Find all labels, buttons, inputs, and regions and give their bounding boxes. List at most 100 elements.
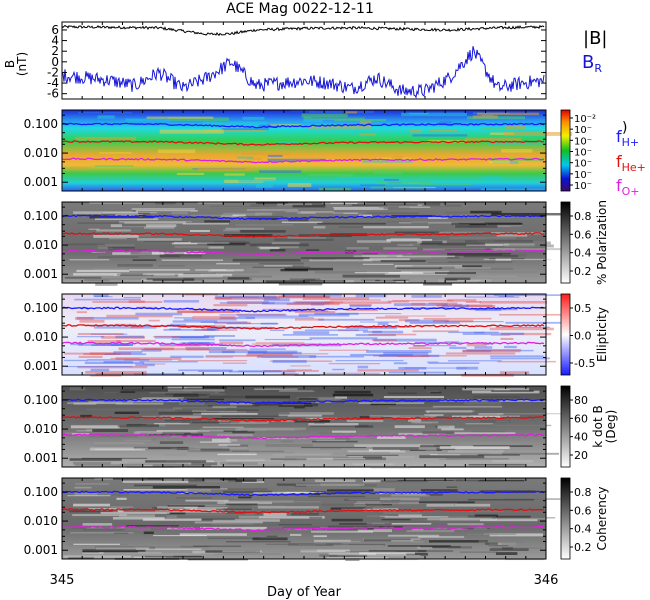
texture-streak bbox=[115, 357, 182, 360]
texture-streak bbox=[230, 402, 255, 406]
texture-streak bbox=[437, 452, 490, 455]
texture-streak bbox=[324, 301, 392, 304]
texture-streak bbox=[238, 179, 278, 183]
texture-streak bbox=[287, 543, 342, 546]
texture-streak bbox=[155, 202, 176, 205]
texture-streak bbox=[112, 516, 165, 520]
texture-streak bbox=[338, 313, 402, 315]
y-tick-label: 0.100 bbox=[24, 485, 58, 499]
colorbar-tick-label: 60 bbox=[574, 412, 588, 425]
texture-streak bbox=[335, 396, 348, 399]
texture-streak bbox=[306, 125, 372, 129]
texture-streak bbox=[366, 522, 432, 525]
texture-streak bbox=[451, 415, 501, 419]
texture-streak bbox=[370, 186, 426, 189]
texture-streak bbox=[466, 243, 510, 246]
texture-streak bbox=[330, 507, 374, 509]
texture-streak bbox=[63, 359, 88, 362]
texture-streak bbox=[202, 274, 222, 277]
spectrogram-power bbox=[62, 110, 546, 191]
texture-streak bbox=[463, 254, 519, 258]
texture-streak bbox=[292, 204, 326, 208]
series-f-h-line bbox=[61, 214, 545, 221]
texture-streak bbox=[422, 431, 454, 435]
texture-streak bbox=[415, 341, 462, 344]
texture-streak bbox=[115, 214, 143, 217]
texture-streak bbox=[287, 237, 326, 239]
texture-streak bbox=[309, 424, 369, 428]
texture-streak bbox=[350, 353, 413, 357]
texture-streak bbox=[219, 341, 244, 345]
texture-streak bbox=[70, 425, 120, 429]
texture-streak bbox=[223, 229, 240, 232]
texture-streak bbox=[398, 432, 446, 436]
texture-streak bbox=[505, 321, 562, 324]
texture-streak bbox=[219, 462, 258, 465]
texture-streak bbox=[203, 121, 268, 126]
texture-streak bbox=[465, 423, 493, 425]
texture-streak bbox=[215, 295, 277, 299]
texture-streak bbox=[462, 479, 480, 481]
texture-streak bbox=[94, 218, 159, 220]
texture-streak bbox=[195, 269, 227, 271]
texture-streak bbox=[104, 392, 118, 394]
texture-streak bbox=[425, 449, 437, 452]
texture-streak bbox=[346, 454, 399, 456]
texture-streak bbox=[360, 120, 372, 125]
texture-streak bbox=[359, 552, 415, 555]
texture-streak bbox=[76, 430, 95, 432]
texture-streak bbox=[436, 303, 463, 307]
texture-streak bbox=[442, 304, 470, 308]
texture-streak bbox=[363, 226, 429, 229]
texture-streak bbox=[217, 501, 273, 505]
texture-streak bbox=[354, 202, 367, 204]
texture-streak bbox=[476, 275, 517, 278]
texture-streak bbox=[447, 523, 484, 526]
x-tick-345: 345 bbox=[50, 573, 75, 588]
texture-streak bbox=[318, 432, 343, 435]
texture-streak bbox=[413, 345, 457, 347]
texture-streak bbox=[411, 295, 442, 298]
texture-streak bbox=[498, 295, 514, 298]
texture-streak bbox=[468, 499, 534, 501]
texture-streak bbox=[391, 540, 414, 542]
texture-streak bbox=[289, 278, 321, 282]
texture-streak bbox=[301, 401, 337, 403]
colorbar-tick-label: 0.4 bbox=[574, 523, 592, 536]
texture-streak bbox=[308, 173, 353, 177]
texture-streak bbox=[349, 304, 371, 308]
texture-streak bbox=[462, 349, 492, 353]
colorbar-kdotb bbox=[560, 385, 571, 468]
texture-streak bbox=[428, 217, 448, 219]
texture-streak bbox=[198, 370, 232, 373]
texture-streak bbox=[408, 347, 432, 350]
texture-streak bbox=[366, 350, 432, 353]
texture-streak bbox=[252, 537, 288, 541]
panel-bfield-ylabel-unit: (nT) bbox=[15, 52, 29, 76]
texture-streak bbox=[158, 265, 185, 267]
texture-streak bbox=[171, 338, 215, 341]
texture-streak bbox=[495, 552, 518, 555]
texture-streak bbox=[69, 510, 118, 513]
texture-streak bbox=[179, 336, 205, 339]
texture-streak bbox=[259, 247, 280, 250]
texture-streak bbox=[185, 488, 228, 490]
texture-streak bbox=[136, 306, 158, 309]
texture-streak bbox=[110, 506, 133, 509]
texture-streak bbox=[288, 265, 304, 268]
texture-streak bbox=[428, 129, 457, 132]
colorbar-tick-label: 10⁻ bbox=[574, 136, 592, 147]
texture-streak bbox=[74, 464, 144, 466]
texture-streak bbox=[190, 420, 244, 422]
texture-streak bbox=[266, 429, 301, 431]
texture-streak bbox=[106, 314, 173, 318]
texture-streak bbox=[355, 333, 396, 337]
texture-streak bbox=[65, 432, 76, 434]
texture-streak bbox=[253, 492, 315, 495]
texture-streak bbox=[360, 184, 386, 186]
series-f-o-line bbox=[61, 157, 545, 164]
texture-streak bbox=[166, 515, 177, 519]
texture-streak bbox=[167, 386, 203, 389]
texture-streak bbox=[115, 335, 145, 339]
texture-streak bbox=[169, 436, 208, 438]
